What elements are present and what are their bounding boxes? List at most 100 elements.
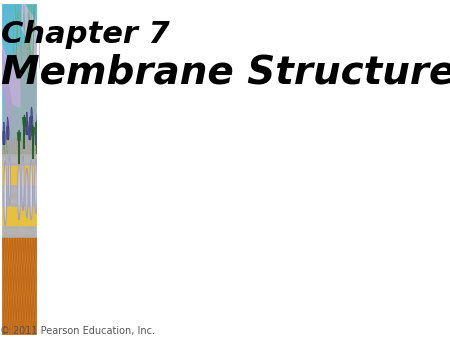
Circle shape xyxy=(26,186,27,196)
Circle shape xyxy=(37,226,38,238)
Circle shape xyxy=(11,226,12,238)
Circle shape xyxy=(11,195,12,207)
Circle shape xyxy=(12,154,13,166)
Circle shape xyxy=(6,195,7,207)
Circle shape xyxy=(24,195,25,207)
Circle shape xyxy=(33,226,34,238)
Circle shape xyxy=(13,186,14,196)
Circle shape xyxy=(32,186,33,196)
Circle shape xyxy=(31,186,32,196)
Circle shape xyxy=(28,126,30,140)
Circle shape xyxy=(2,186,4,196)
Circle shape xyxy=(11,154,12,166)
Circle shape xyxy=(5,154,6,166)
Circle shape xyxy=(10,154,11,166)
Circle shape xyxy=(36,195,37,207)
Circle shape xyxy=(4,154,5,166)
Circle shape xyxy=(23,186,24,196)
Circle shape xyxy=(8,186,9,196)
Circle shape xyxy=(37,195,38,207)
Circle shape xyxy=(7,154,8,166)
Circle shape xyxy=(3,131,4,145)
Circle shape xyxy=(32,154,33,166)
Circle shape xyxy=(5,195,6,207)
Circle shape xyxy=(16,154,17,166)
Circle shape xyxy=(33,195,34,207)
Circle shape xyxy=(7,195,8,207)
Circle shape xyxy=(14,195,15,207)
Circle shape xyxy=(20,154,21,166)
Circle shape xyxy=(20,226,21,238)
Circle shape xyxy=(38,186,39,196)
Ellipse shape xyxy=(4,43,49,173)
Circle shape xyxy=(8,126,9,140)
Circle shape xyxy=(28,154,29,166)
Circle shape xyxy=(24,186,25,196)
Ellipse shape xyxy=(30,160,32,220)
Circle shape xyxy=(36,154,37,166)
Circle shape xyxy=(22,226,23,238)
Circle shape xyxy=(30,154,31,166)
Circle shape xyxy=(22,186,23,196)
Circle shape xyxy=(27,226,28,238)
Circle shape xyxy=(13,154,14,166)
Circle shape xyxy=(22,154,23,166)
Circle shape xyxy=(0,226,1,238)
Circle shape xyxy=(30,195,31,207)
Circle shape xyxy=(26,112,27,128)
Circle shape xyxy=(39,154,40,166)
Circle shape xyxy=(38,195,39,207)
Circle shape xyxy=(29,117,31,133)
Circle shape xyxy=(29,186,30,196)
Circle shape xyxy=(38,154,39,166)
Circle shape xyxy=(27,121,28,135)
Circle shape xyxy=(35,226,36,238)
Ellipse shape xyxy=(18,160,20,220)
Text: Chapter 7: Chapter 7 xyxy=(1,20,170,49)
Circle shape xyxy=(22,195,23,207)
Circle shape xyxy=(20,195,21,207)
Circle shape xyxy=(1,195,2,207)
Circle shape xyxy=(7,226,8,238)
Circle shape xyxy=(6,126,8,140)
Circle shape xyxy=(30,126,31,140)
Text: © 2011 Pearson Education, Inc.: © 2011 Pearson Education, Inc. xyxy=(0,326,155,336)
Circle shape xyxy=(12,195,13,207)
Circle shape xyxy=(32,195,33,207)
Circle shape xyxy=(33,154,34,166)
Circle shape xyxy=(5,186,6,196)
Circle shape xyxy=(31,154,32,166)
Circle shape xyxy=(0,186,1,196)
Circle shape xyxy=(21,154,22,166)
Ellipse shape xyxy=(0,198,42,338)
Circle shape xyxy=(1,186,2,196)
Circle shape xyxy=(29,226,30,238)
Circle shape xyxy=(14,154,15,166)
Ellipse shape xyxy=(22,155,24,211)
Circle shape xyxy=(11,186,12,196)
Circle shape xyxy=(9,226,10,238)
Circle shape xyxy=(27,154,28,166)
Circle shape xyxy=(21,226,22,238)
Circle shape xyxy=(30,226,31,238)
Circle shape xyxy=(26,154,27,166)
Circle shape xyxy=(38,121,39,135)
Circle shape xyxy=(2,195,4,207)
Circle shape xyxy=(9,186,10,196)
Circle shape xyxy=(18,195,20,207)
Circle shape xyxy=(4,131,5,145)
FancyBboxPatch shape xyxy=(0,160,42,192)
Circle shape xyxy=(31,195,32,207)
Circle shape xyxy=(33,130,34,136)
Circle shape xyxy=(8,154,9,166)
Circle shape xyxy=(16,186,17,196)
Circle shape xyxy=(35,186,36,196)
Circle shape xyxy=(8,195,9,207)
Circle shape xyxy=(39,186,40,196)
Circle shape xyxy=(28,226,29,238)
Circle shape xyxy=(15,186,16,196)
Circle shape xyxy=(27,195,28,207)
Circle shape xyxy=(10,186,11,196)
Circle shape xyxy=(32,116,33,130)
Circle shape xyxy=(36,226,37,238)
